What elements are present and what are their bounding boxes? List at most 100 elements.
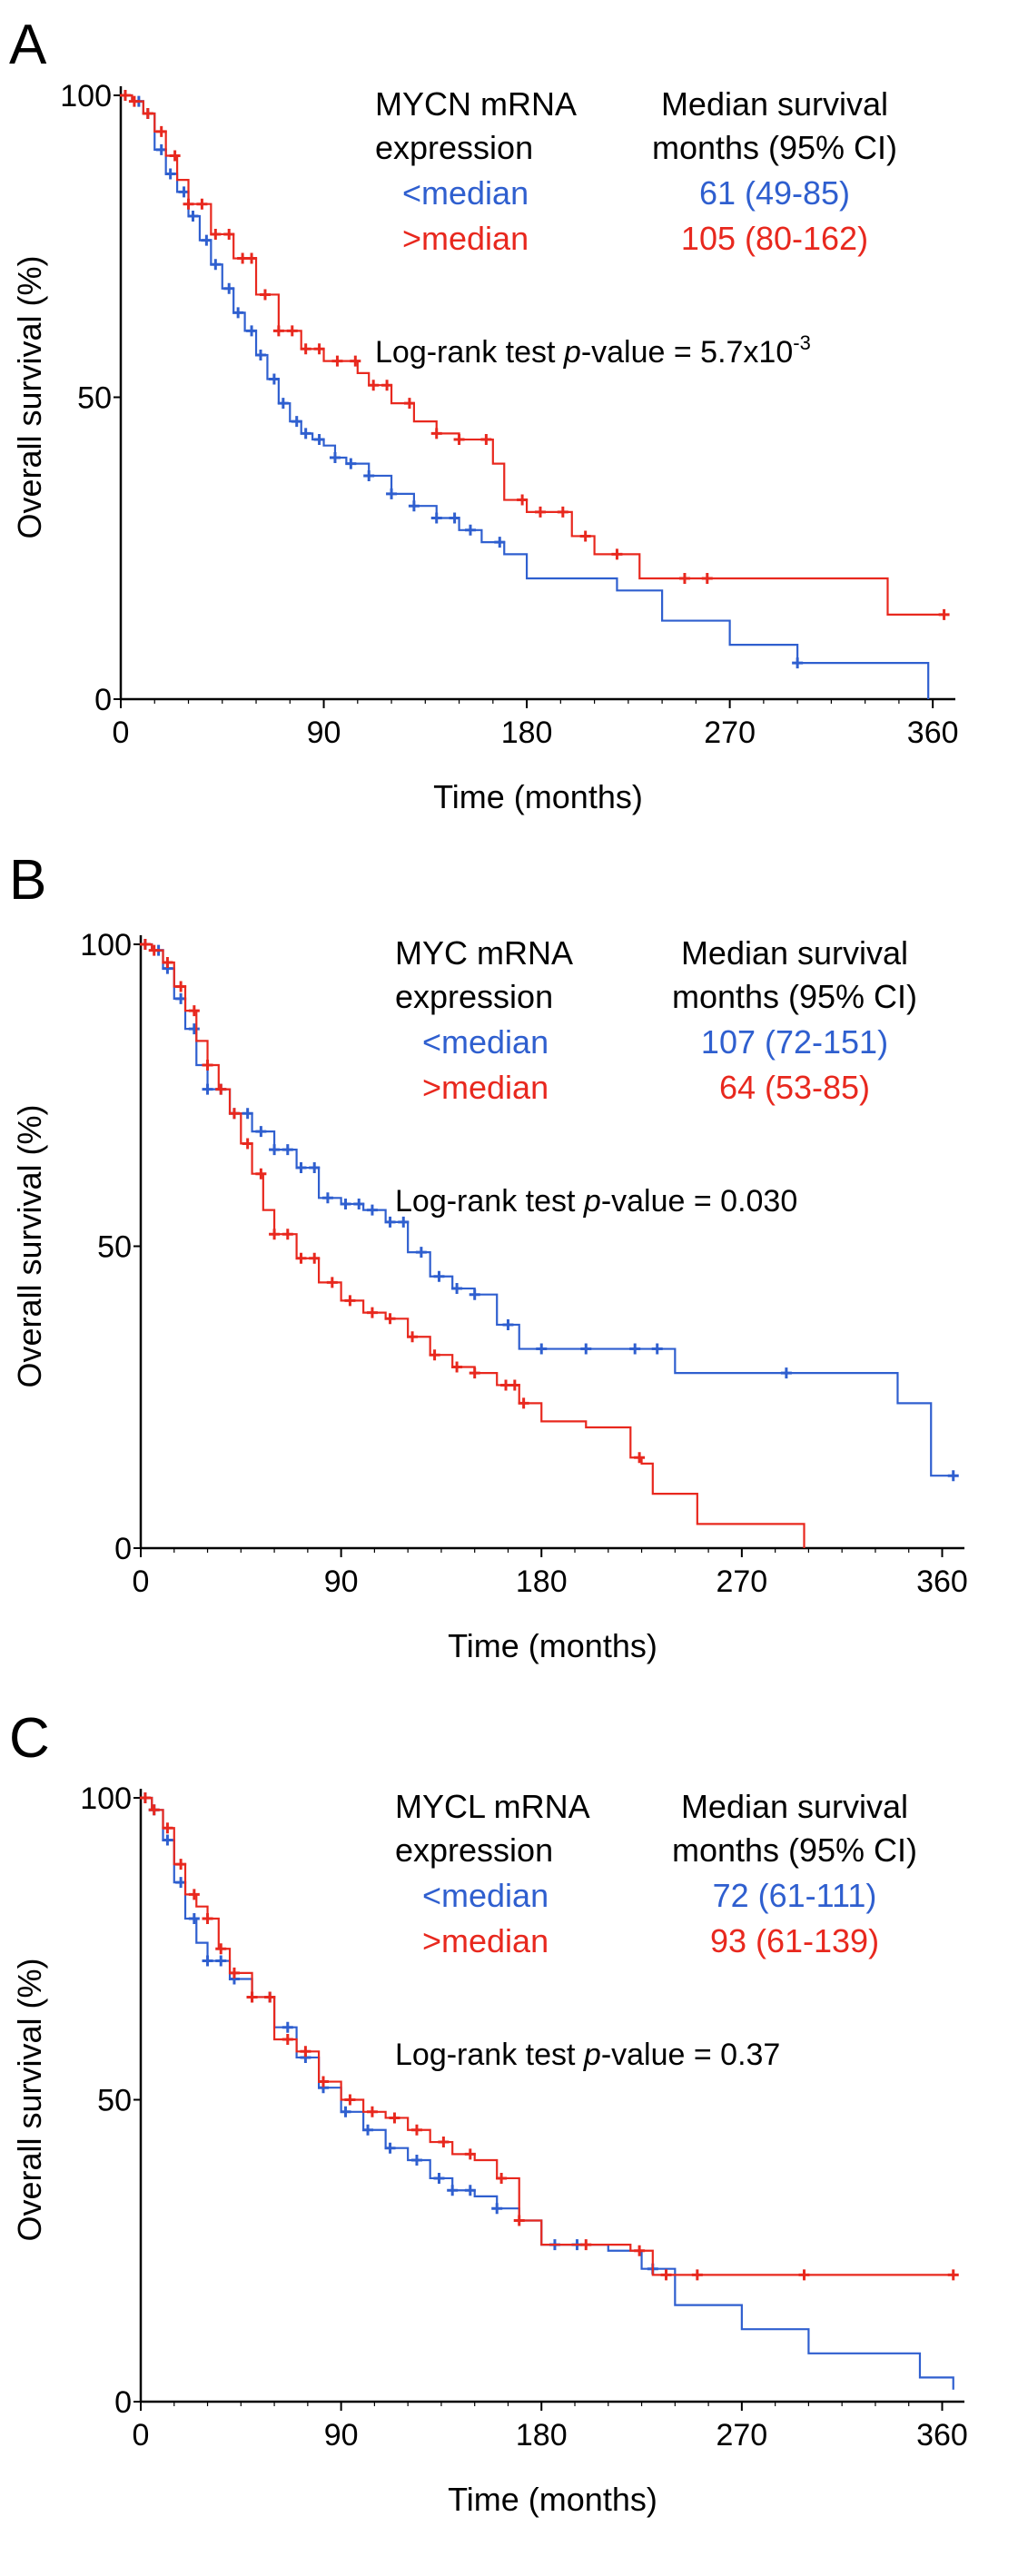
- censor-mark: [792, 657, 804, 669]
- censor-mark: [282, 1144, 293, 1156]
- censor-mark: [295, 1252, 307, 1264]
- legend-row-value: 64 (53-85): [719, 1069, 870, 1106]
- censor-mark: [223, 228, 235, 240]
- x-tick-label: 0: [113, 716, 130, 750]
- censor-mark: [447, 2185, 459, 2196]
- censor-mark: [691, 2269, 703, 2281]
- censor-mark: [410, 2124, 422, 2136]
- censor-mark: [329, 452, 341, 463]
- x-tick-label: 360: [907, 716, 959, 750]
- censor-mark: [286, 325, 298, 337]
- x-tick-label: 0: [133, 2418, 150, 2453]
- censor-mark: [480, 434, 492, 446]
- censor-mark: [291, 416, 302, 428]
- legend-row-value: 105 (80-162): [681, 220, 868, 257]
- y-tick-label: 0: [114, 1532, 132, 1566]
- y-axis-title: Overall survival (%): [11, 1958, 48, 2241]
- censor-mark: [362, 2124, 374, 2136]
- censor-mark: [701, 573, 713, 584]
- censor-mark: [313, 343, 325, 355]
- censor-mark: [277, 398, 289, 410]
- censor-mark: [268, 373, 280, 385]
- censor-mark: [313, 434, 325, 446]
- x-tick-label: 90: [324, 2418, 359, 2453]
- censor-mark: [318, 2076, 330, 2087]
- censor-mark: [162, 1822, 173, 1834]
- y-axis-title: Overall survival (%): [11, 255, 48, 538]
- censor-mark: [389, 2112, 400, 2124]
- censor-mark: [340, 1198, 351, 1209]
- logrank-test: Log-rank test p-value = 0.030: [395, 1184, 797, 1219]
- legend-row-value: 93 (61-139): [710, 1922, 879, 1959]
- censor-mark: [187, 211, 199, 222]
- panel-c: C 0 90 180 270 360 0 50 100 Time (months) Overall …: [9, 1707, 968, 2518]
- censor-mark: [300, 428, 311, 439]
- censor-mark: [557, 506, 568, 518]
- censor-mark: [513, 2215, 525, 2226]
- censor-mark: [188, 1913, 200, 1924]
- censor-mark: [629, 1343, 641, 1355]
- censor-mark: [331, 355, 343, 367]
- censor-mark: [309, 1162, 321, 1174]
- legend-group-header: MYC mRNA: [395, 934, 573, 972]
- legend-group-header: expression: [395, 1831, 553, 1869]
- censor-mark: [196, 198, 208, 210]
- censor-mark: [350, 355, 361, 367]
- censor-mark: [580, 1343, 592, 1355]
- legend-row-label: <median: [422, 1877, 549, 1914]
- y-tick-label: 100: [80, 1781, 132, 1816]
- censor-mark: [210, 228, 222, 240]
- legend-group-header: MYCN mRNA: [375, 85, 577, 123]
- censor-mark: [451, 1361, 463, 1373]
- y-tick-label: 100: [60, 79, 112, 114]
- censor-mark: [366, 1204, 378, 1216]
- legend-value-header: months (95% CI): [652, 129, 897, 166]
- panel-label: B: [9, 849, 46, 912]
- censor-mark: [469, 1367, 480, 1379]
- censor-mark: [384, 1216, 396, 1228]
- censor-mark: [246, 252, 258, 264]
- censor-mark: [438, 2137, 450, 2148]
- legend-group-header: MYCL mRNA: [395, 1788, 590, 1825]
- censor-mark: [407, 1331, 419, 1343]
- censor-mark: [228, 1108, 240, 1120]
- legend-row-label: >median: [422, 1922, 549, 1959]
- censor-mark: [384, 1313, 396, 1325]
- censor-mark: [651, 1343, 663, 1355]
- x-tick-label: 180: [501, 716, 553, 750]
- y-tick-label: 50: [77, 381, 112, 416]
- censor-mark: [300, 2046, 311, 2058]
- censor-mark: [502, 1318, 514, 1330]
- x-tick-label: 180: [516, 2418, 568, 2453]
- x-tick-label: 270: [704, 716, 756, 750]
- censor-mark: [202, 1955, 213, 1967]
- censor-mark: [242, 1138, 253, 1150]
- censor-mark: [326, 1277, 338, 1288]
- x-tick-label: 270: [716, 1564, 767, 1599]
- censor-mark: [282, 2021, 293, 2033]
- panel-b: B 0 90 180 270 360 0 50 100 Time (months) Overall …: [9, 849, 968, 1664]
- censor-mark: [345, 458, 357, 469]
- censor-mark: [254, 349, 266, 360]
- censor-mark: [381, 380, 393, 391]
- censor-mark: [232, 307, 244, 319]
- legend-row-label: <median: [422, 1023, 549, 1061]
- censor-mark: [947, 2269, 959, 2281]
- y-tick-label: 50: [97, 1230, 132, 1265]
- x-tick-label: 90: [307, 716, 341, 750]
- censor-mark: [509, 1379, 520, 1391]
- censor-mark: [344, 2094, 356, 2106]
- censor-mark: [780, 1367, 792, 1379]
- legend-value-header: Median survival: [681, 1788, 908, 1825]
- panel-a: A 0 90 180 270 360 0 50 100 Time (months) Overall …: [9, 14, 959, 815]
- logrank-test: Log-rank test p-value = 5.7x10-3: [375, 331, 811, 370]
- x-tick-label: 360: [916, 1564, 968, 1599]
- censor-mark: [536, 1343, 548, 1355]
- censor-mark: [580, 2239, 592, 2251]
- censor-mark: [164, 168, 176, 180]
- legend-group-header: expression: [375, 129, 533, 166]
- censor-mark: [453, 434, 465, 446]
- censor-mark: [142, 107, 153, 119]
- censor-mark: [449, 512, 460, 524]
- x-tick-label: 360: [916, 2418, 968, 2453]
